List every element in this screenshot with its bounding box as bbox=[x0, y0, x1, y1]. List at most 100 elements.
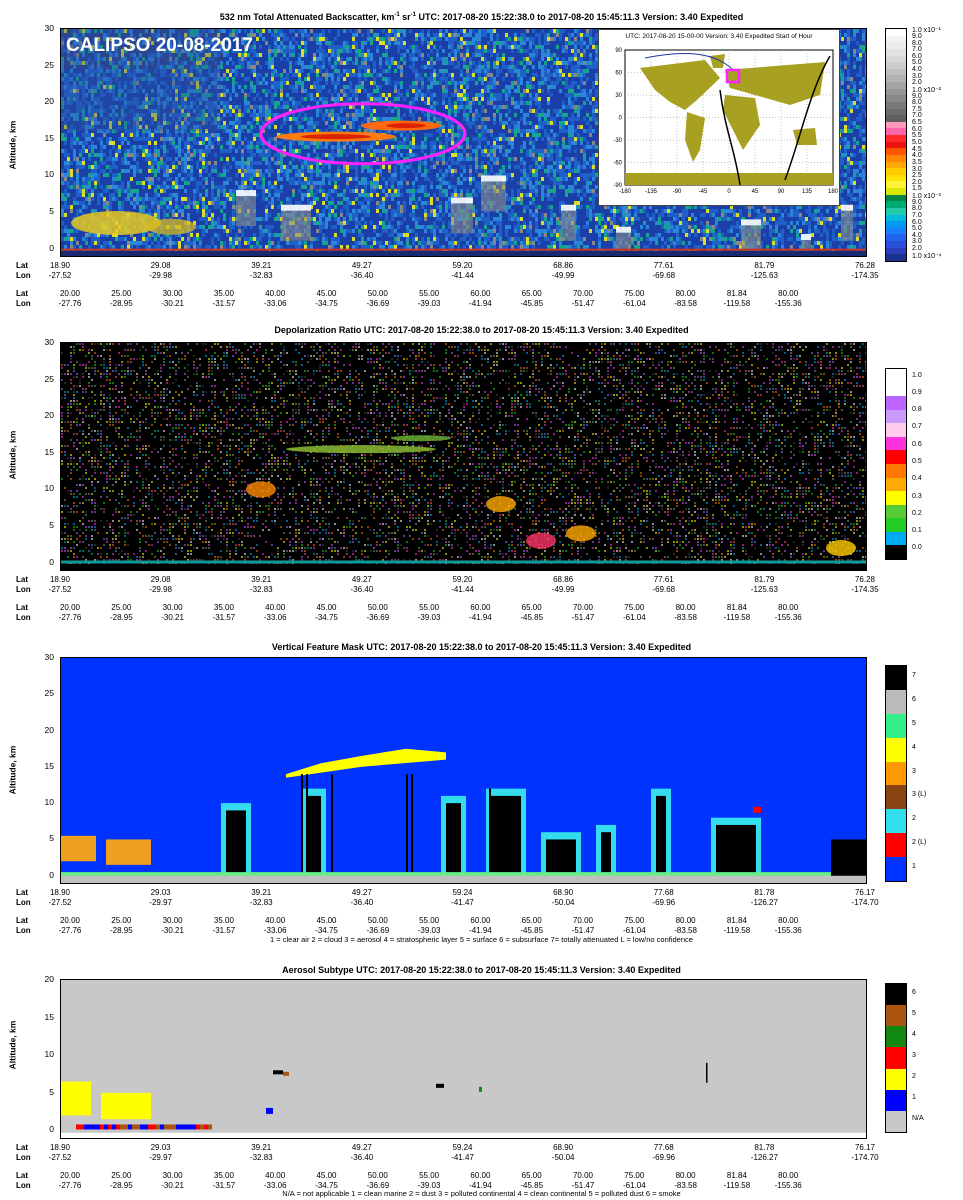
y-tick-label: 30 bbox=[34, 23, 54, 33]
lat-label: Lat bbox=[16, 261, 28, 271]
colorbar-label: 6.5 bbox=[912, 119, 922, 126]
colorbar-label: 7.5 bbox=[912, 106, 922, 113]
feature-mask-panel: Vertical Feature Mask UTC: 2017-08-20 15… bbox=[0, 640, 963, 965]
colorbar-label: 6 bbox=[912, 989, 916, 996]
lon-label: Lon bbox=[16, 1181, 31, 1191]
minor-tick-label: 40.00 -33.06 bbox=[245, 289, 305, 309]
colorbar-swatch bbox=[886, 194, 906, 202]
colorbar-swatch bbox=[886, 423, 906, 437]
y-tick-label: 10 bbox=[34, 797, 54, 807]
colorbar-label: 0.9 bbox=[912, 389, 922, 396]
inset-lon-tick: 180 bbox=[828, 189, 839, 195]
colorbar-label: 4.5 bbox=[912, 146, 922, 153]
colorbar-swatch bbox=[886, 221, 906, 228]
minor-tick-label: 80.00 -83.58 bbox=[656, 916, 716, 936]
inset-title: UTC: 2017-08-20 15-00-00 Version: 3.40 E… bbox=[599, 33, 839, 40]
aerosol-subtype-colorbar bbox=[885, 983, 907, 1133]
colorbar-swatch bbox=[886, 207, 906, 215]
major-tick-label: 29.08 -29.98 bbox=[131, 261, 191, 281]
lon-label: Lon bbox=[16, 898, 31, 908]
colorbar-swatch bbox=[886, 254, 906, 261]
colorbar-label: 3.5 bbox=[912, 159, 922, 166]
major-tick-label: 29.08 -29.98 bbox=[131, 575, 191, 595]
minor-tick-label: 70.00 -51.47 bbox=[553, 916, 613, 936]
y-tick-label: 20 bbox=[34, 974, 54, 984]
minor-tick-label: 30.00 -30.21 bbox=[143, 289, 203, 309]
colorbar-swatch bbox=[886, 88, 906, 96]
feature-mask-colorbar bbox=[885, 665, 907, 882]
inset-lon-tick: -135 bbox=[645, 189, 658, 195]
minor-tick-label: 70.00 -51.47 bbox=[553, 289, 613, 309]
colorbar-label: 7 bbox=[912, 672, 916, 679]
major-tick-label: 39.21 -32.83 bbox=[231, 575, 291, 595]
colorbar-swatch bbox=[886, 1005, 906, 1027]
minor-tick-label: 80.00 -155.36 bbox=[758, 1171, 818, 1191]
inset-lon-tick: 90 bbox=[778, 189, 785, 195]
minor-tick-label: 20.00 -27.76 bbox=[40, 916, 100, 936]
colorbar-swatch bbox=[886, 666, 906, 690]
minor-tick-label: 35.00 -31.57 bbox=[194, 916, 254, 936]
colorbar-swatch bbox=[886, 241, 906, 248]
minor-tick-label: 30.00 -30.21 bbox=[143, 916, 203, 936]
minor-tick-label: 20.00 -27.76 bbox=[40, 1171, 100, 1191]
lon-label: Lon bbox=[16, 271, 31, 281]
y-tick-label: 10 bbox=[34, 169, 54, 179]
major-tick-label: 59.20 -41.44 bbox=[433, 261, 493, 281]
minor-tick-label: 25.00 -28.95 bbox=[91, 603, 151, 623]
colorbar-label: 9.0 bbox=[912, 33, 922, 40]
colorbar-label: 5.0 bbox=[912, 59, 922, 66]
minor-tick-label: 80.00 -155.36 bbox=[758, 603, 818, 623]
y-tick-label: 5 bbox=[34, 520, 54, 530]
feature-mask-legend: 1 = clear air 2 = cloud 3 = aerosol 4 = … bbox=[0, 935, 963, 944]
colorbar-swatch bbox=[886, 1068, 906, 1090]
colorbar-swatch bbox=[886, 504, 906, 519]
colorbar-swatch bbox=[886, 68, 906, 76]
minor-tick-label: 35.00 -31.57 bbox=[194, 603, 254, 623]
aerosol-subtype-image bbox=[61, 1062, 866, 1138]
colorbar-label: 6.0 bbox=[912, 53, 922, 60]
major-tick-label: 49.27 -36.40 bbox=[332, 261, 392, 281]
major-tick-label: 81.79 -125.63 bbox=[734, 261, 794, 281]
minor-tick-label: 35.00 -31.57 bbox=[194, 1171, 254, 1191]
major-tick-label: 81.79 -125.63 bbox=[734, 575, 794, 595]
colorbar-label: 9.0 bbox=[912, 93, 922, 100]
y-tick-label: 25 bbox=[34, 374, 54, 384]
lat-label: Lat bbox=[16, 1143, 28, 1153]
minor-tick-label: 50.00 -36.69 bbox=[348, 603, 408, 623]
minor-tick-label: 30.00 -30.21 bbox=[143, 1171, 203, 1191]
overlay-label: CALIPSO 20-08-2017 bbox=[66, 35, 253, 57]
depolarization-title: Depolarization Ratio UTC: 2017-08-20 15:… bbox=[0, 325, 963, 335]
colorbar-swatch bbox=[886, 689, 906, 714]
colorbar-label: 0.5 bbox=[912, 458, 922, 465]
major-tick-label: 76.17 -174.70 bbox=[835, 888, 895, 908]
feature-mask-title: Vertical Feature Mask UTC: 2017-08-20 15… bbox=[0, 642, 963, 652]
colorbar-label: 1.0 x10⁻³ bbox=[912, 192, 941, 200]
major-tick-label: 81.78 -126.27 bbox=[734, 888, 794, 908]
colorbar-swatch bbox=[886, 1110, 906, 1132]
colorbar-swatch bbox=[886, 135, 906, 142]
colorbar-swatch bbox=[886, 436, 906, 451]
colorbar-swatch bbox=[886, 1026, 906, 1048]
aerosol-subtype-legend: N/A = not applicable 1 = clean marine 2 … bbox=[0, 1189, 963, 1198]
y-tick-label: 5 bbox=[34, 1087, 54, 1097]
inset-lon-tick: 135 bbox=[802, 189, 813, 195]
colorbar-label: 0.6 bbox=[912, 441, 922, 448]
lat-label: Lat bbox=[16, 289, 28, 299]
inset-lat-tick: 30 bbox=[615, 93, 622, 99]
depolarization-colorbar bbox=[885, 368, 907, 560]
colorbar-label: 8.0 bbox=[912, 205, 922, 212]
colorbar-label: 1.5 bbox=[912, 185, 922, 192]
minor-tick-label: 40.00 -33.06 bbox=[245, 1171, 305, 1191]
major-tick-label: 18.90 -27.52 bbox=[30, 575, 90, 595]
minor-tick-label: 20.00 -27.76 bbox=[40, 603, 100, 623]
lon-label: Lon bbox=[16, 613, 31, 623]
y-tick-label: 0 bbox=[34, 243, 54, 253]
colorbar-swatch bbox=[886, 491, 906, 505]
colorbar-label: 3.0 bbox=[912, 238, 922, 245]
y-tick-label: 5 bbox=[34, 833, 54, 843]
colorbar-swatch bbox=[886, 168, 906, 175]
minor-tick-label: 81.84 -119.58 bbox=[707, 603, 767, 623]
major-tick-label: 29.03 -29.97 bbox=[131, 888, 191, 908]
inset-lon-tick: -90 bbox=[673, 189, 682, 195]
minor-tick-label: 35.00 -31.57 bbox=[194, 289, 254, 309]
